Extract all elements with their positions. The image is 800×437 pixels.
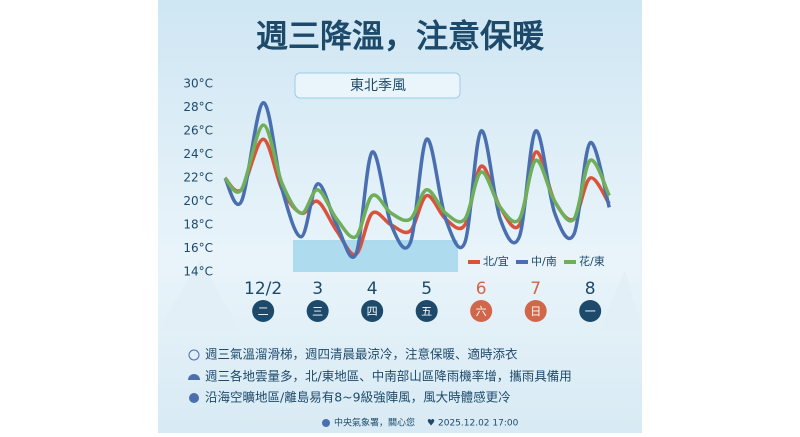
legend-label: 中/南 bbox=[531, 255, 557, 268]
weekday-badge bbox=[252, 300, 275, 322]
icon bbox=[188, 349, 200, 361]
tree bbox=[158, 260, 240, 330]
title: 週三降溫，注意保暖 bbox=[256, 17, 545, 55]
note: 沿海空曠地區/離島易有8~9級強陣風，風大時體感更冷 bbox=[205, 390, 511, 405]
y-tick-label: 22°C bbox=[183, 171, 213, 185]
weekday: 六 bbox=[476, 305, 487, 318]
x-tick-label: 5 bbox=[421, 279, 432, 299]
legend-label: 北/宜 bbox=[483, 254, 509, 268]
footer-heart: ♥ bbox=[427, 419, 435, 429]
y-tick-label: 18°C bbox=[183, 218, 213, 232]
footer-time: 2025.12.02 17:00 bbox=[438, 419, 519, 429]
x-tick-label: 7 bbox=[530, 279, 541, 299]
y-tick-label: 20°C bbox=[183, 194, 213, 208]
line bbox=[223, 101, 611, 259]
weekday: 四 bbox=[367, 305, 378, 318]
line bbox=[223, 123, 611, 240]
weekday: 五 bbox=[421, 305, 432, 318]
weekday: 一 bbox=[585, 305, 596, 318]
x-tick-label: 8 bbox=[585, 279, 596, 299]
tree bbox=[600, 270, 642, 330]
y-tick-label: 14°C bbox=[183, 265, 213, 279]
weekday: 日 bbox=[530, 305, 541, 318]
weekday-badge bbox=[361, 300, 384, 322]
note: 週三各地雲量多，北/東地區、中南部山區降雨機率增，攜雨具備用 bbox=[205, 369, 572, 384]
legend-label: 花/東 bbox=[579, 255, 605, 268]
y-tick-label: 24°C bbox=[183, 147, 213, 161]
cold-zone bbox=[293, 240, 458, 272]
x-tick-label: 6 bbox=[476, 279, 487, 299]
weekday-badge bbox=[579, 300, 602, 322]
x-tick-label: 4 bbox=[367, 279, 378, 299]
weekday-badge bbox=[470, 300, 493, 322]
weekday-badge bbox=[524, 300, 547, 322]
y-tick-label: 28°C bbox=[183, 100, 213, 114]
weekday-badge bbox=[306, 300, 329, 322]
weekday-badge bbox=[415, 300, 438, 322]
y-tick-label: 26°C bbox=[183, 124, 213, 138]
icon bbox=[188, 374, 200, 380]
weekday: 二 bbox=[258, 305, 269, 318]
x-tick-label: 3 bbox=[312, 279, 323, 299]
note: 週三氣溫溜滑梯，週四清晨最涼冷，注意保暖、適時添衣 bbox=[205, 347, 518, 362]
weekday: 三 bbox=[312, 305, 323, 318]
logo bbox=[322, 419, 330, 427]
icon bbox=[189, 393, 199, 403]
y-tick-label: 30°C bbox=[183, 77, 213, 91]
x-tick-label: 12/2 bbox=[244, 279, 282, 299]
banner-box bbox=[294, 72, 461, 99]
banner: 東北季風 bbox=[350, 78, 406, 94]
y-tick-label: 16°C bbox=[183, 241, 213, 255]
notes: 週三氣溫溜滑梯，週四清晨最涼冷，注意保暖、適時添衣 週三各地雲量多，北/東地區、… bbox=[188, 347, 572, 405]
footer-agency: 中央氣象署，關心您 bbox=[334, 417, 415, 429]
panel bbox=[158, 0, 642, 433]
